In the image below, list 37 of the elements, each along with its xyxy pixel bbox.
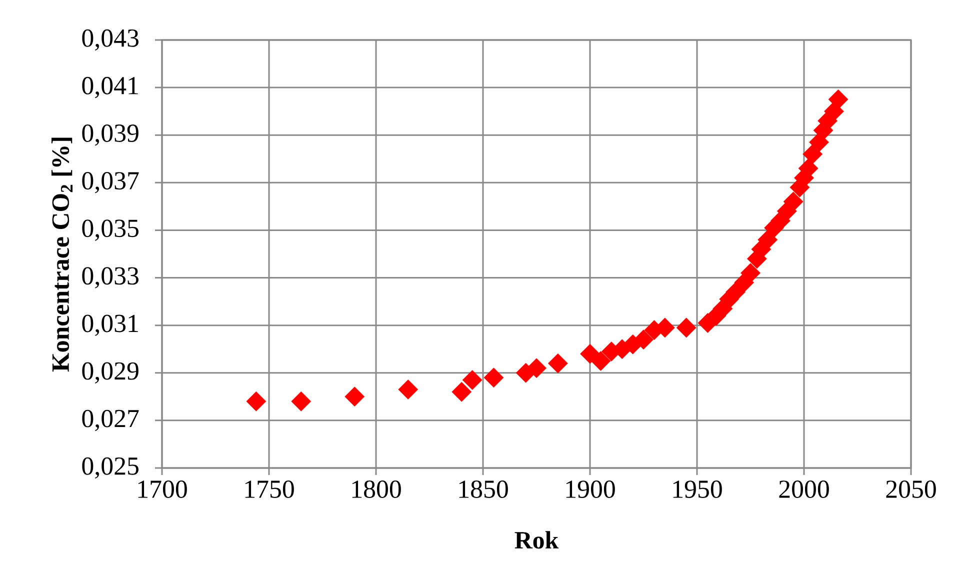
- point: [526, 358, 546, 378]
- y-tick-label: 0,027: [82, 410, 139, 432]
- point: [740, 263, 760, 283]
- point: [590, 351, 611, 371]
- point: [484, 368, 504, 388]
- y-tick-label: 0,037: [82, 172, 139, 194]
- point: [452, 382, 472, 402]
- point: [291, 391, 312, 412]
- y-tick-label: 0,043: [82, 29, 138, 51]
- point: [548, 353, 568, 374]
- x-axis-title: Rok: [514, 531, 559, 549]
- point: [828, 89, 848, 110]
- y-tick-label: 0,035: [82, 220, 138, 241]
- y-tick-label: 0,029: [82, 362, 138, 384]
- point: [783, 192, 804, 212]
- x-tick-label: 2000: [779, 480, 829, 498]
- y-tick-label: 0,025: [82, 457, 138, 479]
- point: [758, 230, 778, 250]
- x-tick-label: 1850: [459, 480, 508, 498]
- x-tick-label: 2050: [886, 480, 936, 498]
- y-tick-label: 0,039: [82, 124, 138, 146]
- y-axis-title: Koncentrace CO$_{2}$ [%]: [52, 138, 73, 372]
- y-tick-label: 0,041: [82, 76, 138, 98]
- point: [802, 144, 823, 164]
- x-tick-label: 1800: [352, 480, 401, 498]
- point: [344, 386, 365, 407]
- point: [462, 370, 482, 390]
- point: [634, 330, 654, 350]
- point: [246, 391, 266, 412]
- x-tick-label: 1700: [138, 480, 187, 498]
- point: [398, 380, 418, 400]
- y-tick-label: 0,031: [82, 314, 138, 336]
- point: [676, 318, 696, 338]
- x-tick-label: 1750: [245, 480, 294, 498]
- x-tick-label: 1950: [673, 480, 722, 498]
- y-tick-label: 0,033: [82, 267, 138, 288]
- x-tick-label: 1900: [566, 480, 615, 498]
